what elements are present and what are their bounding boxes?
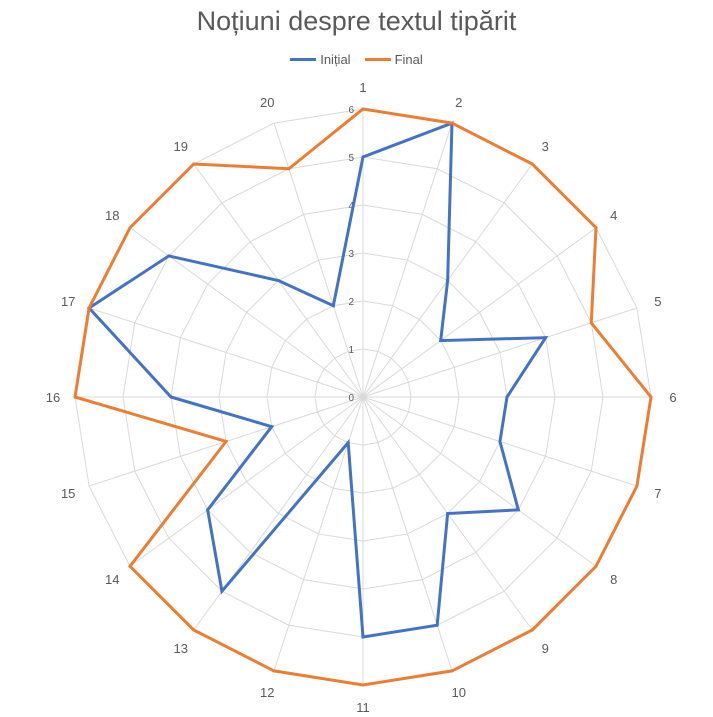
- grid-spoke-18: [129, 227, 364, 398]
- data-point-initial-3: [446, 279, 450, 283]
- legend-label-initial: Inițial: [320, 52, 351, 67]
- data-point-final-16: [73, 395, 77, 399]
- chart-title: Noțiuni despre textul tipărit: [196, 6, 517, 36]
- legend-item-initial: Inițial: [290, 52, 351, 67]
- data-point-final-20: [287, 167, 291, 171]
- data-point-initial-18: [167, 254, 171, 258]
- legend-swatch-initial: [290, 58, 317, 61]
- data-point-final-9: [530, 628, 534, 632]
- category-label-3: 3: [542, 139, 549, 154]
- category-label-6: 6: [669, 390, 676, 405]
- data-point-final-11: [361, 683, 365, 687]
- tick-label-6: 6: [348, 105, 354, 116]
- data-point-final-19: [192, 162, 196, 166]
- data-point-initial-16: [169, 395, 173, 399]
- tick-label-2: 2: [348, 297, 354, 308]
- category-label-17: 17: [61, 294, 75, 309]
- data-point-final-5: [589, 321, 593, 325]
- data-point-final-7: [635, 484, 639, 488]
- grid-spoke-17: [88, 307, 364, 398]
- legend: Inițial Final: [0, 52, 713, 67]
- category-label-2: 2: [455, 95, 462, 110]
- category-label-7: 7: [654, 486, 661, 501]
- data-point-initial-9: [446, 511, 450, 515]
- tick-label-3: 3: [348, 249, 354, 260]
- data-point-initial-1: [361, 155, 365, 159]
- category-label-9: 9: [542, 641, 549, 656]
- data-point-initial-10: [435, 623, 439, 627]
- legend-label-final: Final: [394, 52, 423, 67]
- category-label-10: 10: [452, 685, 466, 700]
- category-label-12: 12: [260, 685, 274, 700]
- category-label-16: 16: [46, 390, 60, 405]
- data-point-final-1: [361, 107, 365, 111]
- data-point-final-2: [450, 121, 454, 125]
- data-point-final-15: [224, 439, 228, 443]
- data-point-initial-4: [439, 339, 443, 343]
- tick-label-1: 1: [348, 345, 354, 356]
- data-point-final-3: [530, 162, 534, 166]
- data-point-initial-5: [544, 336, 548, 340]
- data-point-final-14: [128, 564, 132, 568]
- data-point-final-18: [128, 226, 132, 230]
- data-point-final-12: [272, 669, 276, 673]
- data-point-initial-13: [220, 589, 224, 593]
- category-label-5: 5: [654, 294, 661, 309]
- category-label-20: 20: [260, 95, 274, 110]
- data-point-initial-8: [516, 508, 520, 512]
- data-point-final-13: [192, 628, 196, 632]
- data-point-initial-7: [498, 439, 502, 443]
- data-point-initial-20: [331, 304, 335, 308]
- legend-swatch-final: [364, 58, 391, 61]
- category-label-1: 1: [359, 80, 366, 95]
- data-point-initial-19: [276, 279, 280, 283]
- data-point-initial-15: [270, 425, 274, 429]
- category-label-18: 18: [105, 208, 119, 223]
- category-label-13: 13: [174, 641, 188, 656]
- data-point-final-6: [649, 395, 653, 399]
- grid-spoke-13: [193, 396, 364, 631]
- category-label-8: 8: [610, 572, 617, 587]
- grid-spoke-8: [362, 396, 597, 567]
- tick-label-5: 5: [348, 153, 354, 164]
- grid-spoke-4: [362, 227, 597, 398]
- legend-item-final: Final: [364, 52, 423, 67]
- data-point-initial-12: [346, 441, 350, 445]
- category-label-11: 11: [356, 700, 370, 715]
- tick-label-0: 0: [348, 393, 354, 404]
- data-point-initial-11: [361, 635, 365, 639]
- data-point-final-10: [450, 669, 454, 673]
- category-label-19: 19: [174, 139, 188, 154]
- data-point-final-17: [87, 306, 91, 310]
- grid-spoke-2: [362, 122, 453, 398]
- category-label-14: 14: [105, 572, 119, 587]
- grid-spoke-14: [129, 396, 364, 567]
- data-point-final-4: [594, 226, 598, 230]
- data-point-initial-14: [206, 508, 210, 512]
- data-point-final-8: [594, 564, 598, 568]
- data-point-initial-6: [505, 395, 509, 399]
- category-label-15: 15: [61, 486, 75, 501]
- category-label-4: 4: [610, 208, 617, 223]
- tick-label-4: 4: [348, 201, 354, 212]
